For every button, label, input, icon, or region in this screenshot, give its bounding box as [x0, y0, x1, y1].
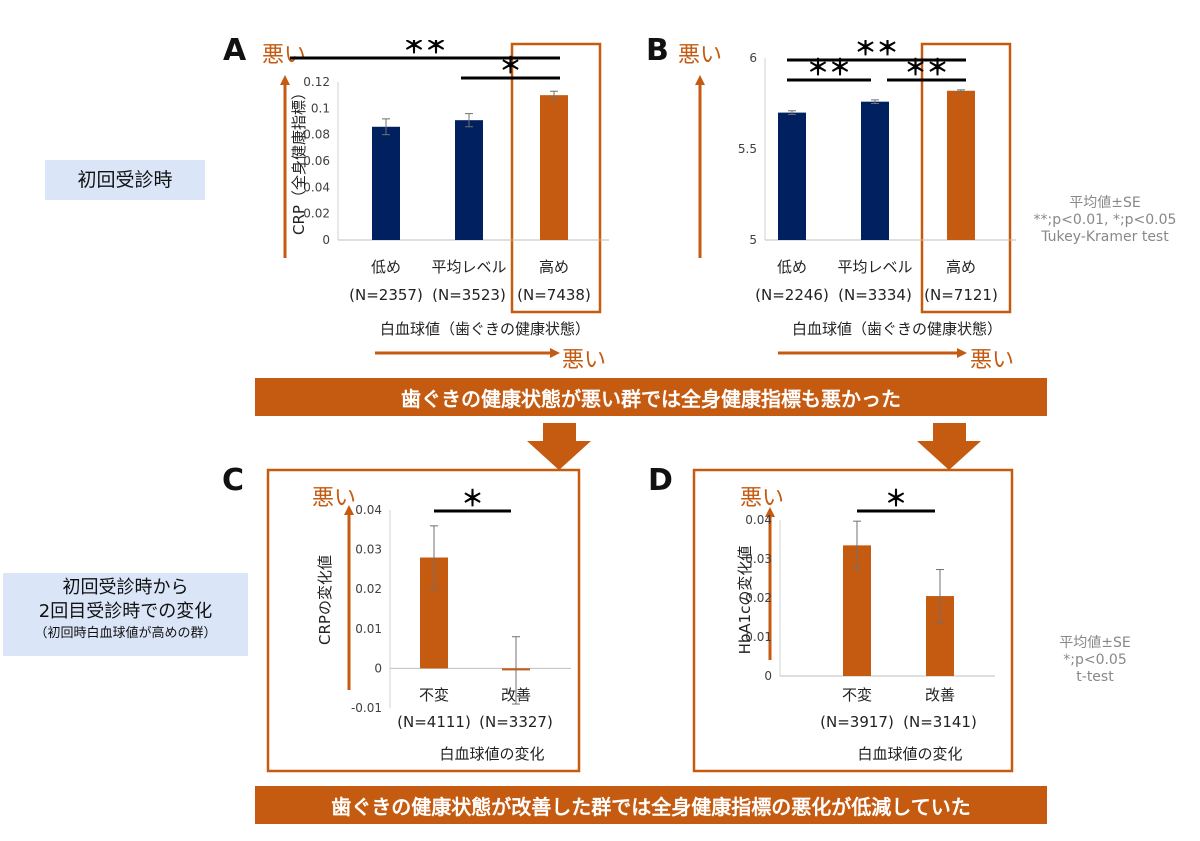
y-axis-title: CRPの変化値 [316, 555, 334, 645]
significance-stars-1: ＊ [499, 54, 521, 79]
highlight-box-b [920, 42, 1012, 314]
panel-letter-a: A [223, 33, 247, 68]
n-label-2: (N=7121) [924, 286, 998, 304]
y-tick-label: 0.02 [745, 591, 772, 605]
significance-stars-0: ＊＊ [854, 40, 898, 61]
bar-0 [372, 126, 400, 240]
significance-stars-2: ＊＊ [904, 56, 948, 81]
y-tick-label: 5.5 [738, 142, 757, 156]
x-axis-title: 白血球値（歯ぐきの健康状態） [380, 320, 590, 338]
stats-note-top-line1: 平均値±SE [1069, 195, 1141, 211]
change-label-line3: （初回時白血球値が高めの群） [34, 626, 217, 641]
change-label: 初回受診時から 2回目受診時での変化 （初回時白血球値が高めの群） [3, 573, 248, 656]
category-label-1: 平均レベル [431, 258, 506, 276]
stats-note-top: 平均値±SE **;p<0.01, *;p<0.05 Tukey-Kramer … [1010, 195, 1200, 246]
stats-note-bottom-line1: 平均値±SE [1059, 635, 1131, 651]
stats-note-bottom-line2: *;p<0.05 [1063, 652, 1127, 668]
n-label-1: (N=3327) [479, 713, 553, 731]
n-label-2: (N=7438) [517, 286, 591, 304]
x-axis-title: 白血球値の変化 [439, 745, 544, 763]
chart-c-crp-change: -0.01 0 0.01 0.02 0.03 0.04 不変 (N=4111) 改善 (N=332… [316, 487, 571, 763]
y-tick-label: 0.08 [303, 128, 330, 142]
panel-letter-d: D [648, 463, 673, 498]
stats-note-top-line2: **;p<0.01, *;p<0.05 [1033, 212, 1177, 228]
stats-note-bottom-line3: t-test [1076, 669, 1114, 685]
bar-2 [540, 95, 568, 240]
chart-b-hba1c: 5 5.5 6 低め (N=2246) 平均レベル (N=3334) 高め (N=7121) 白血… [738, 40, 1016, 338]
y-tick-label: 0.01 [745, 630, 772, 644]
bar-2 [947, 90, 975, 240]
worse-label-a-x: 悪い [562, 348, 607, 373]
y-tick-label: 0.04 [355, 503, 382, 517]
down-arrow-right [917, 423, 981, 470]
y-tick-label: 0 [764, 669, 772, 683]
category-label-0: 低め [777, 258, 807, 276]
stats-note-top-line3: Tukey-Kramer test [1041, 229, 1169, 245]
category-label-0: 不変 [419, 686, 449, 704]
n-label-0: (N=4111) [397, 713, 471, 731]
banner-bottom: 歯ぐきの健康状態が改善した群では全身健康指標の悪化が低減していた [255, 786, 1047, 824]
n-label-0: (N=2357) [349, 286, 423, 304]
y-tick-label: 0.02 [303, 207, 330, 221]
n-label-0: (N=2246) [755, 286, 829, 304]
worse-label-a: 悪い [262, 43, 307, 68]
bar-1 [861, 101, 889, 241]
y-tick-label: 0.06 [303, 154, 330, 168]
y-tick-label: -0.01 [351, 701, 382, 715]
y-tick-label: 0.01 [355, 622, 382, 636]
change-label-line2: 2回目受診時での変化 [38, 601, 213, 622]
category-label-0: 不変 [842, 686, 872, 704]
y-axis-title: HbA1cの変化値 [736, 546, 754, 655]
y-tick-label: 0.03 [355, 543, 382, 557]
y-tick-label: 0.03 [745, 552, 772, 566]
category-label-1: 平均レベル [837, 258, 912, 276]
y-tick-label: 0 [374, 661, 382, 675]
chart-a-crp: 0 0.02 0.04 0.06 0.08 0.1 0.12 低め (N=2357) 平均レベル (… [290, 40, 609, 338]
category-label-1: 改善 [501, 686, 531, 704]
bar-1 [455, 120, 483, 240]
panel-letter-c: C [222, 463, 245, 498]
frame-panel-d [692, 468, 1014, 773]
worse-label-d: 悪い [740, 486, 785, 511]
category-label-1: 改善 [925, 686, 955, 704]
stats-note-bottom: 平均値±SE *;p<0.05 t-test [1020, 635, 1170, 686]
y-tick-label: 5 [749, 233, 757, 247]
significance-stars-0: ＊ [461, 487, 483, 512]
y-tick-label: 0 [322, 233, 330, 247]
significance-stars-0: ＊ [885, 487, 907, 512]
n-label-1: (N=3141) [903, 713, 977, 731]
category-label-0: 低め [371, 258, 401, 276]
category-label-2: 高め [539, 258, 569, 276]
x-axis-title: 白血球値の変化 [857, 745, 962, 763]
y-tick-label: 0.02 [355, 582, 382, 596]
y-tick-label: 6 [749, 51, 757, 65]
significance-stars-0: ＊＊ [403, 40, 447, 59]
initial-visit-label: 初回受診時 [45, 160, 205, 200]
x-axis-title: 白血球値（歯ぐきの健康状態） [792, 320, 1002, 338]
banner-top: 歯ぐきの健康状態が悪い群では全身健康指標も悪かった [255, 378, 1047, 416]
change-label-line1: 初回受診時から [62, 577, 189, 598]
category-label-2: 高め [946, 258, 976, 276]
y-tick-label: 0.04 [303, 180, 330, 194]
chart-d-hba1c-change: 0 0.01 0.02 0.03 0.04 不変 (N=3917) 改善 (N=3141) 白血球… [736, 487, 995, 763]
y-tick-label: 0.04 [745, 513, 772, 527]
significance-stars-1: ＊＊ [807, 56, 851, 81]
y-tick-label: 0.12 [303, 75, 330, 89]
worse-label-b: 悪い [678, 43, 723, 68]
n-label-1: (N=3334) [838, 286, 912, 304]
n-label-1: (N=3523) [432, 286, 506, 304]
panel-letter-b: B [646, 33, 669, 68]
worse-label-b-x: 悪い [970, 348, 1015, 373]
y-tick-label: 0.1 [311, 101, 330, 115]
frame-panel-c [266, 468, 581, 773]
bar-0 [778, 112, 806, 240]
down-arrow-left [527, 423, 591, 470]
y-axis-title: CRP（全身健康指標） [290, 85, 308, 235]
n-label-0: (N=3917) [820, 713, 894, 731]
highlight-box-a [510, 42, 602, 314]
